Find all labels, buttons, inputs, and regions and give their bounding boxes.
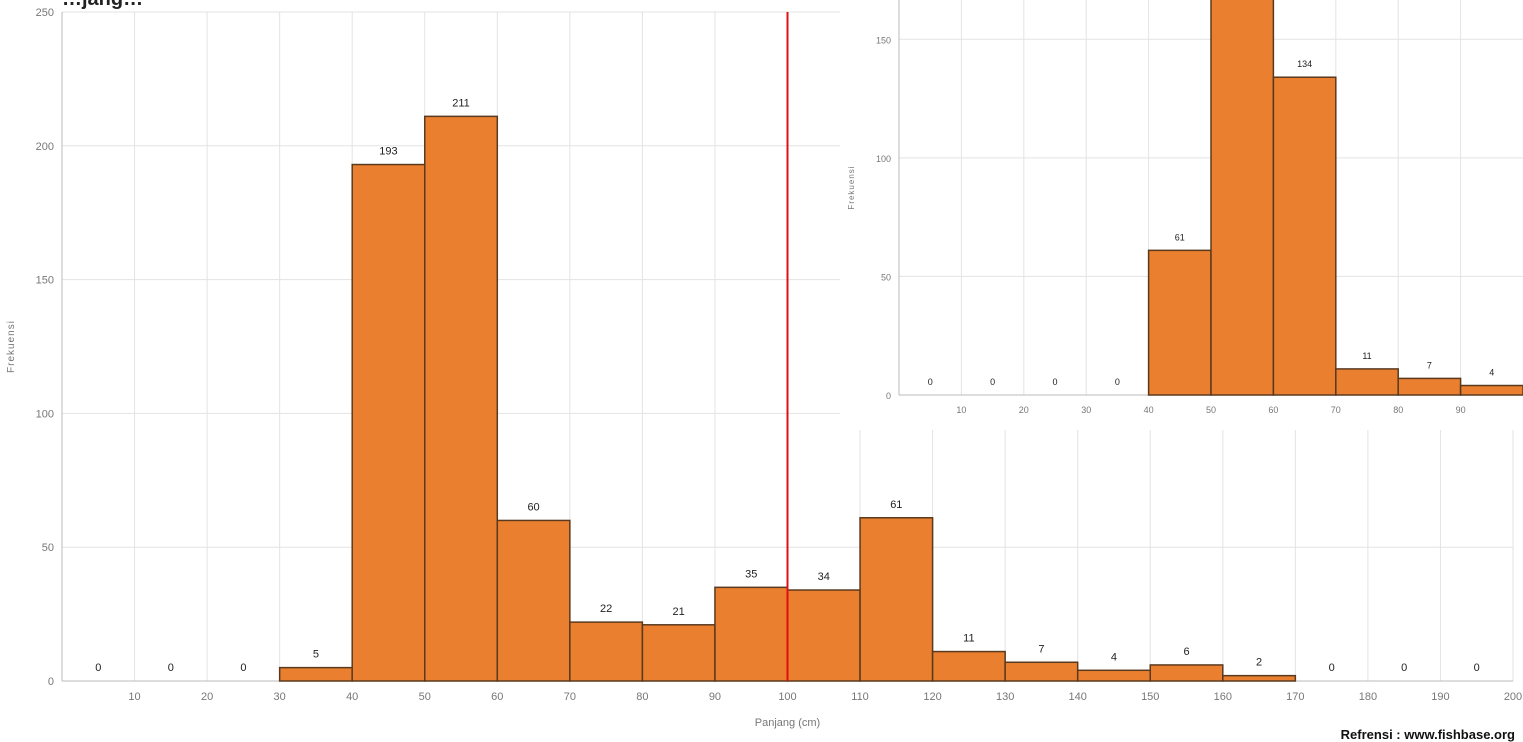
- bar-value-label: 0: [1401, 662, 1407, 674]
- y-tick-label: 150: [36, 275, 54, 287]
- bar-value-label: 0: [168, 662, 174, 674]
- y-tick-label: 100: [876, 154, 891, 164]
- x-tick-label: 20: [201, 691, 213, 703]
- histogram-bar: [1272, 76, 1337, 396]
- x-tick-label: 190: [1431, 691, 1449, 703]
- histogram-bar: [1149, 664, 1224, 682]
- bar-value-label: 5: [313, 649, 319, 661]
- histogram-bar: [351, 163, 426, 682]
- x-tick-label: 10: [956, 405, 966, 415]
- x-tick-label: 40: [346, 691, 358, 703]
- bar-value-label: 7: [1038, 643, 1044, 655]
- bar-value-label: 11: [963, 633, 974, 645]
- bar-value-label: 0: [928, 377, 933, 387]
- x-tick-label: 100: [778, 691, 796, 703]
- chart-title-fragment: …jang…: [62, 0, 143, 11]
- y-tick-label: 50: [881, 272, 891, 282]
- bar-value-label: 0: [240, 662, 246, 674]
- histogram-bar: [496, 519, 571, 682]
- histogram-bar: [1147, 249, 1212, 396]
- bar-value-label: 0: [95, 662, 101, 674]
- reference-text: Refrensi : www.fishbase.org: [1340, 727, 1515, 742]
- x-tick-label: 30: [1081, 405, 1091, 415]
- y-tick-label: 100: [36, 408, 54, 420]
- x-tick-label: 40: [1144, 405, 1154, 415]
- bar-value-label: 0: [1052, 377, 1057, 387]
- y-tick-label: 200: [36, 141, 54, 153]
- bar-value-label: 22: [600, 603, 612, 615]
- x-tick-label: 130: [996, 691, 1014, 703]
- histogram-bar: [278, 666, 353, 682]
- x-tick-label: 180: [1359, 691, 1377, 703]
- inset-histogram: 0 50 100 150 10 20 30 40 50 60 70 80 90 0 0 0 0 61 134 11 7 4…: [840, 0, 1523, 430]
- bar-value-label: 60: [527, 501, 539, 513]
- x-tick-label: 160: [1214, 691, 1232, 703]
- bar-value-label: 7: [1427, 360, 1432, 370]
- histogram-bar: [641, 624, 716, 682]
- x-tick-label: 90: [1456, 405, 1466, 415]
- x-tick-label: 80: [636, 691, 648, 703]
- bar-value-label: 61: [890, 499, 902, 511]
- y-tick-label: 250: [36, 7, 54, 19]
- x-tick-label: 30: [274, 691, 286, 703]
- x-tick-label: 200: [1504, 691, 1522, 703]
- bar-value-label: 11: [1362, 351, 1371, 361]
- histogram-bar: [1004, 661, 1079, 682]
- x-tick-label: 50: [1206, 405, 1216, 415]
- y-tick-label: 150: [876, 35, 891, 45]
- bar-value-label: 0: [1474, 662, 1480, 674]
- histogram-bar: [1397, 377, 1462, 396]
- x-tick-label: 60: [1268, 405, 1278, 415]
- bar-value-label: 34: [818, 571, 830, 583]
- histogram-bar: [714, 586, 789, 682]
- bar-value-label: 0: [1115, 377, 1120, 387]
- histogram-bar: [1076, 669, 1151, 682]
- x-tick-label: 60: [491, 691, 503, 703]
- histogram-bar: [424, 115, 499, 682]
- x-tick-label: 70: [564, 691, 576, 703]
- bar-value-label: 4: [1489, 368, 1494, 378]
- bar-value-label: 0: [990, 377, 995, 387]
- histogram-bar: [931, 650, 1006, 682]
- x-tick-label: 20: [1019, 405, 1029, 415]
- x-tick-label: 10: [128, 691, 140, 703]
- bar-value-label: 6: [1183, 646, 1189, 658]
- histogram-bar: [1459, 384, 1523, 396]
- bar-value-label: 193: [379, 146, 397, 158]
- histogram-bar: [1335, 368, 1399, 396]
- x-tick-label: 70: [1331, 405, 1341, 415]
- x-tick-label: 150: [1141, 691, 1159, 703]
- x-axis-title: Panjang (cm): [755, 717, 820, 729]
- bar-value-label: 21: [673, 606, 685, 618]
- histogram-bar: [1222, 674, 1297, 682]
- y-tick-label: 0: [886, 391, 891, 401]
- y-axis-title: Frekuensi: [847, 165, 856, 209]
- x-tick-label: 140: [1069, 691, 1087, 703]
- bar-value-label: 35: [745, 568, 757, 580]
- bar-value-label: 2: [1256, 657, 1262, 669]
- x-tick-label: 120: [923, 691, 941, 703]
- x-tick-label: 80: [1393, 405, 1403, 415]
- x-tick-label: 90: [709, 691, 721, 703]
- bar-value-label: 0: [1329, 662, 1335, 674]
- y-axis-title: Frekuensi: [6, 320, 17, 373]
- histogram-bar: [569, 621, 644, 682]
- x-tick-label: 170: [1286, 691, 1304, 703]
- bar-value-label: 61: [1175, 232, 1185, 242]
- histogram-bar: [786, 589, 861, 682]
- histogram-bar: [859, 517, 934, 682]
- bar-value-label: 211: [452, 97, 470, 109]
- x-tick-label: 50: [419, 691, 431, 703]
- y-tick-label: 0: [48, 676, 54, 688]
- bar-value-label: 134: [1297, 59, 1312, 69]
- histogram-bar: [1210, 0, 1275, 396]
- x-tick-label: 110: [851, 691, 869, 703]
- bar-value-label: 4: [1111, 651, 1117, 663]
- y-tick-label: 50: [42, 542, 54, 554]
